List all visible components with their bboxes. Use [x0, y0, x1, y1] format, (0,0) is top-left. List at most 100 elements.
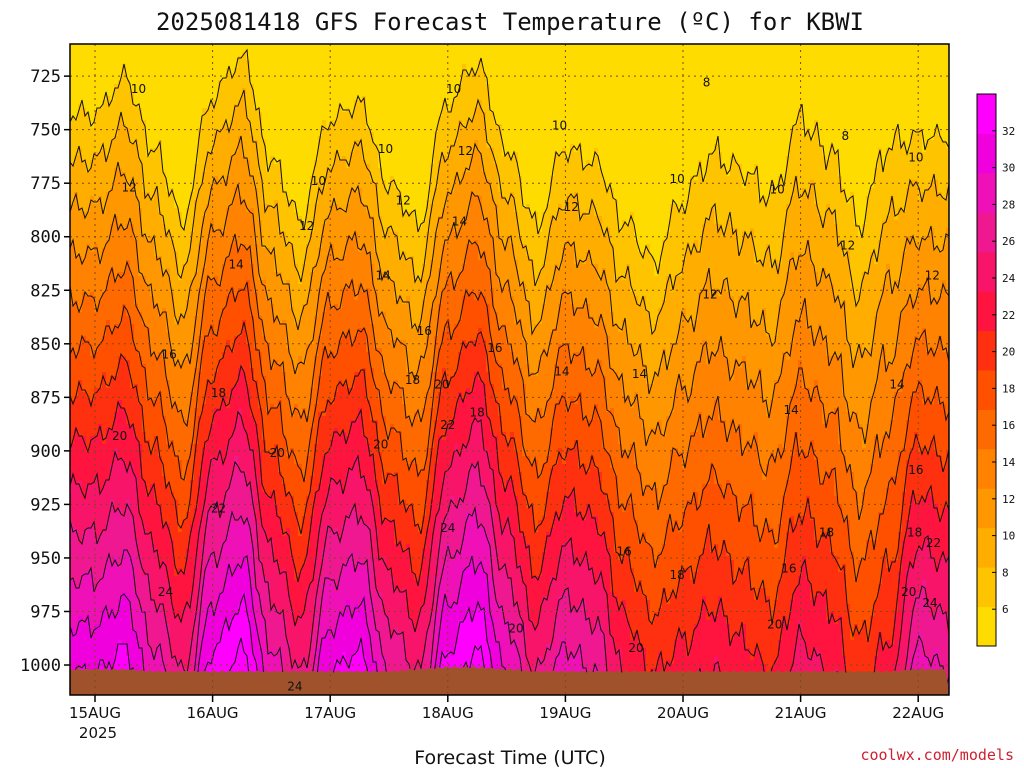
colorbar-tick-label: 26	[1002, 235, 1015, 248]
grid-lines	[70, 44, 949, 695]
colorbar-swatch	[977, 330, 996, 371]
contour-label: 20	[270, 446, 285, 460]
y-tick-label: 800	[30, 228, 61, 248]
y-tick-label: 775	[30, 174, 61, 194]
colorbar-tick-label: 32	[1002, 125, 1015, 138]
contour-label: 14	[889, 377, 904, 391]
colorbar-tick-label: 30	[1002, 162, 1015, 175]
y-tick-label: 750	[30, 121, 61, 141]
chart-title: 2025081418 GFS Forecast Temperature (ºC)…	[156, 8, 864, 36]
contour-label: 14	[784, 403, 799, 417]
colorbar-tick-label: 14	[1002, 456, 1016, 469]
contour-label: 24	[287, 679, 302, 693]
contour-label: 14	[228, 258, 243, 272]
y-tick-label: 925	[30, 495, 61, 515]
contour-label: 12	[925, 268, 940, 282]
colorbar-swatch	[977, 172, 996, 213]
x-tick-label: 22AUG	[892, 704, 944, 722]
contour-label: 12	[702, 288, 717, 302]
colorbar-swatch	[977, 251, 996, 292]
colorbar-tick-label: 6	[1002, 603, 1009, 616]
contour-label: 20	[434, 377, 449, 391]
colorbar: 6 8 10 12 14 16 18 20 22 24 26 28 30 32	[976, 93, 1016, 647]
colorbar-tick-label: 24	[1002, 272, 1016, 285]
contour-label: 24	[440, 521, 455, 535]
colorbar-swatch	[977, 94, 996, 134]
contour-label: 14	[554, 365, 569, 379]
x-tick-label: 18AUG	[422, 704, 474, 722]
colorbar-swatch	[977, 370, 996, 410]
x-tick-label: 16AUG	[187, 704, 239, 722]
colorbar-tick-label: 28	[1002, 198, 1015, 211]
contour-label: 22	[926, 536, 941, 550]
contour-label: 20	[767, 617, 782, 631]
colorbar-tick-label: 12	[1002, 493, 1015, 506]
colorbar-swatch	[977, 291, 996, 332]
contour-label: 12	[121, 180, 136, 194]
contour-label: 20	[901, 585, 916, 599]
contour-label: 20	[373, 437, 388, 451]
contour-label: 8	[703, 76, 711, 90]
contour-label: 16	[781, 562, 796, 576]
contour-label: 24	[158, 585, 173, 599]
contour-label: 14	[632, 367, 647, 381]
x-tick-label: 17AUG	[304, 704, 356, 722]
contour-label: 18	[405, 373, 420, 387]
colorbar-swatch	[977, 527, 996, 568]
x-tick-label: 20AUG	[657, 704, 709, 722]
colorbar-tick-label: 10	[1002, 530, 1015, 543]
contour-label: 20	[628, 641, 643, 655]
contour-label: 14	[452, 215, 467, 229]
colorbar-swatch	[977, 212, 996, 253]
plot-frame	[69, 43, 950, 696]
temperature-field	[70, 44, 949, 695]
year-label: 2025	[79, 724, 117, 742]
contour-label: 18	[470, 405, 485, 419]
contour-label: 10	[378, 142, 393, 156]
colorbar-tick-label: 18	[1002, 382, 1015, 395]
contour-label: 20	[112, 429, 127, 443]
contour-label: 16	[487, 341, 502, 355]
contour-label: 12	[458, 144, 473, 158]
x-tick-label: 21AUG	[775, 704, 827, 722]
contour-label: 8	[841, 129, 849, 143]
contour-label: 18	[669, 568, 684, 582]
contour-label: 14	[375, 268, 390, 282]
x-tick-label: 19AUG	[539, 704, 591, 722]
plot-area: 10 12 14 16 18 20 22 24 24 10 12 14 10 20 20 10 12 14 16 18…	[70, 44, 949, 695]
contour-label: 22	[211, 502, 226, 516]
contour-label: 16	[908, 463, 923, 477]
contour-label: 16	[617, 545, 632, 559]
y-tick-label: 850	[30, 335, 61, 355]
contour-label: 12	[299, 219, 314, 233]
contour-label: 10	[311, 174, 326, 188]
contour-label: 10	[552, 118, 567, 132]
colorbar-tick-label: 22	[1002, 309, 1015, 322]
contour-label: 10	[908, 150, 923, 164]
contour-label: 20	[508, 622, 523, 636]
contour-label: 18	[907, 525, 922, 539]
colorbar-swatch	[977, 606, 996, 647]
colorbar-swatch	[977, 567, 996, 608]
contour-label: 10	[769, 183, 784, 197]
colorbar-swatch	[977, 488, 996, 529]
contour-label: 12	[840, 238, 855, 252]
x-axis-label: Forecast Time (UTC)	[414, 747, 605, 768]
contour-label: 10	[446, 82, 461, 96]
terrain-surface	[70, 665, 949, 695]
y-tick-label: 825	[30, 281, 61, 301]
colorbar-tick-label: 8	[1002, 566, 1009, 579]
contour-label: 22	[440, 418, 455, 432]
colorbar-swatch	[977, 448, 996, 489]
y-tick-label: 1000	[20, 656, 61, 676]
contour-label: 16	[161, 348, 176, 362]
contour-label: 10	[669, 172, 684, 186]
contour-label: 12	[564, 200, 579, 214]
y-axis: 725 750 775 800 825 850 875 900 925 950 975 1000	[20, 67, 70, 676]
contour-label: 18	[819, 525, 834, 539]
credit-link[interactable]: coolwx.com/models	[860, 746, 1014, 764]
colorbar-swatch	[977, 133, 996, 174]
colorbar-tick-label: 20	[1002, 346, 1015, 359]
contour-label: 16	[417, 324, 432, 338]
y-tick-label: 975	[30, 602, 61, 622]
